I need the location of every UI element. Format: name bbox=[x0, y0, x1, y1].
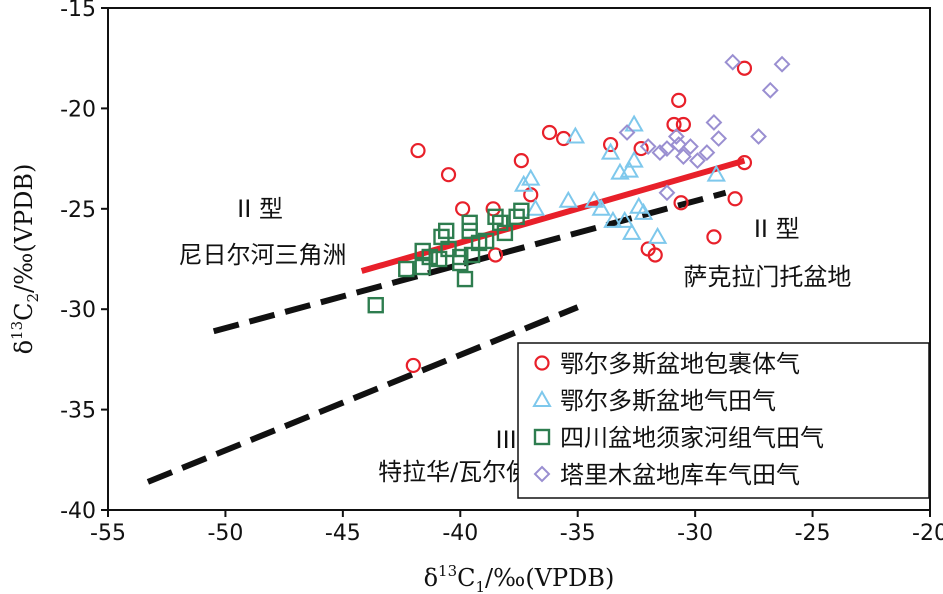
sacramento-name-label: 萨克拉门托盆地 bbox=[683, 263, 851, 291]
sacramento-type-label: II 型 bbox=[754, 215, 800, 243]
circle-point bbox=[513, 153, 529, 169]
square-point bbox=[398, 260, 415, 278]
circle-point bbox=[736, 155, 753, 171]
triangle-point bbox=[600, 142, 621, 160]
y-axis-title: δ13C2/‰(VPDB) bbox=[8, 164, 42, 355]
legend-label: 塔里木盆地库车气田气 bbox=[560, 461, 800, 489]
diamond-point bbox=[658, 184, 676, 202]
triangle-point bbox=[591, 198, 611, 216]
legend-label: 四川盆地须家河组气田气 bbox=[560, 424, 824, 452]
square-point bbox=[452, 248, 469, 266]
circle-point bbox=[410, 142, 426, 159]
x-tick-label: -40 bbox=[442, 521, 478, 546]
circle-point bbox=[602, 136, 619, 153]
diamond-point bbox=[667, 128, 685, 145]
circle-point bbox=[671, 92, 687, 108]
circle-point bbox=[647, 247, 663, 263]
diamond-point bbox=[639, 138, 657, 155]
y-tick-label: -15 bbox=[60, 0, 96, 22]
legend-triangle-icon bbox=[532, 389, 552, 407]
triangle-point bbox=[706, 164, 727, 182]
x-tick-label: -55 bbox=[90, 521, 126, 546]
y-tick-label: -30 bbox=[60, 298, 96, 323]
triangle-point bbox=[633, 202, 654, 220]
diamond-point bbox=[724, 53, 742, 71]
square-point bbox=[421, 248, 438, 266]
square-point bbox=[367, 296, 384, 314]
y-tick-label: -25 bbox=[60, 198, 96, 223]
triangle-point bbox=[521, 168, 541, 186]
nigerdelta-type-label: II 型 bbox=[237, 195, 283, 223]
square-point bbox=[437, 222, 455, 240]
triangle-point bbox=[525, 198, 546, 216]
triangle-point bbox=[622, 222, 642, 240]
legend-circle-icon bbox=[534, 355, 550, 371]
triangle-point bbox=[558, 190, 579, 208]
legend-label: 鄂尔多斯盆地气田气 bbox=[560, 387, 776, 415]
square-point bbox=[430, 250, 448, 268]
y-tick-label: -20 bbox=[60, 97, 96, 122]
legend-label: 鄂尔多斯盆地包裹体气 bbox=[560, 350, 800, 378]
x-tick-label: -50 bbox=[207, 521, 243, 546]
legend-square-icon bbox=[533, 428, 551, 446]
diamond-point bbox=[705, 114, 723, 131]
circle-point bbox=[736, 60, 753, 76]
legend-diamond-icon bbox=[533, 465, 551, 483]
diamond-point bbox=[773, 55, 791, 73]
x-axis-title: δ13C1/‰(VPDB) bbox=[424, 562, 615, 594]
circle-point bbox=[633, 140, 649, 157]
circle-point bbox=[440, 167, 457, 183]
triangle-point bbox=[565, 126, 586, 144]
diamond-point bbox=[750, 128, 767, 145]
data-points bbox=[367, 53, 791, 374]
diamond-point bbox=[761, 81, 779, 99]
diamond-point bbox=[689, 152, 706, 170]
circle-point bbox=[541, 124, 558, 141]
triangle-point bbox=[614, 210, 635, 228]
diamond-point bbox=[682, 138, 699, 155]
triangle-point bbox=[584, 190, 604, 208]
square-point bbox=[492, 214, 509, 232]
diamond-point bbox=[674, 148, 692, 166]
square-point bbox=[496, 224, 514, 242]
square-point bbox=[456, 270, 474, 288]
x-tick-label: -35 bbox=[560, 521, 596, 546]
y-tick-label: -40 bbox=[60, 499, 96, 524]
x-tick-label: -45 bbox=[325, 521, 361, 546]
circle-point bbox=[673, 195, 689, 211]
diamond-point bbox=[698, 144, 716, 161]
triangle-point bbox=[619, 160, 640, 178]
legend-box bbox=[517, 342, 930, 499]
circle-point bbox=[727, 191, 743, 207]
x-tick-label: -25 bbox=[795, 521, 831, 546]
x-tick-label: -30 bbox=[677, 521, 713, 546]
diamond-point bbox=[658, 140, 676, 157]
axis-ticks: -55 -50 -45 -40 -35 -30 -25 -20 -40 -35 -30 -25 -20 -… bbox=[60, 0, 943, 546]
black-lower-line bbox=[146, 304, 579, 485]
circle-point bbox=[455, 201, 471, 217]
circle-point bbox=[405, 357, 421, 374]
square-point bbox=[513, 202, 530, 220]
diamond-point bbox=[651, 144, 669, 161]
diamond-point bbox=[710, 130, 728, 147]
triangle-point bbox=[647, 226, 668, 244]
diamond-point bbox=[670, 136, 688, 153]
red-trend-line bbox=[360, 157, 746, 274]
square-point bbox=[477, 232, 495, 250]
circle-point bbox=[487, 247, 504, 263]
y-tick-label: -35 bbox=[60, 399, 96, 424]
nigerdelta-name-label: 尼日尔河三角洲 bbox=[178, 241, 346, 269]
plot-frame bbox=[107, 7, 931, 511]
triangle-point bbox=[624, 150, 644, 168]
circle-point bbox=[706, 229, 722, 245]
triangle-point bbox=[603, 210, 623, 228]
circle-point bbox=[675, 116, 692, 133]
triangle-point bbox=[624, 114, 644, 132]
x-tick-label: -20 bbox=[912, 521, 943, 546]
square-point bbox=[461, 214, 478, 232]
diamond-point bbox=[618, 124, 636, 141]
